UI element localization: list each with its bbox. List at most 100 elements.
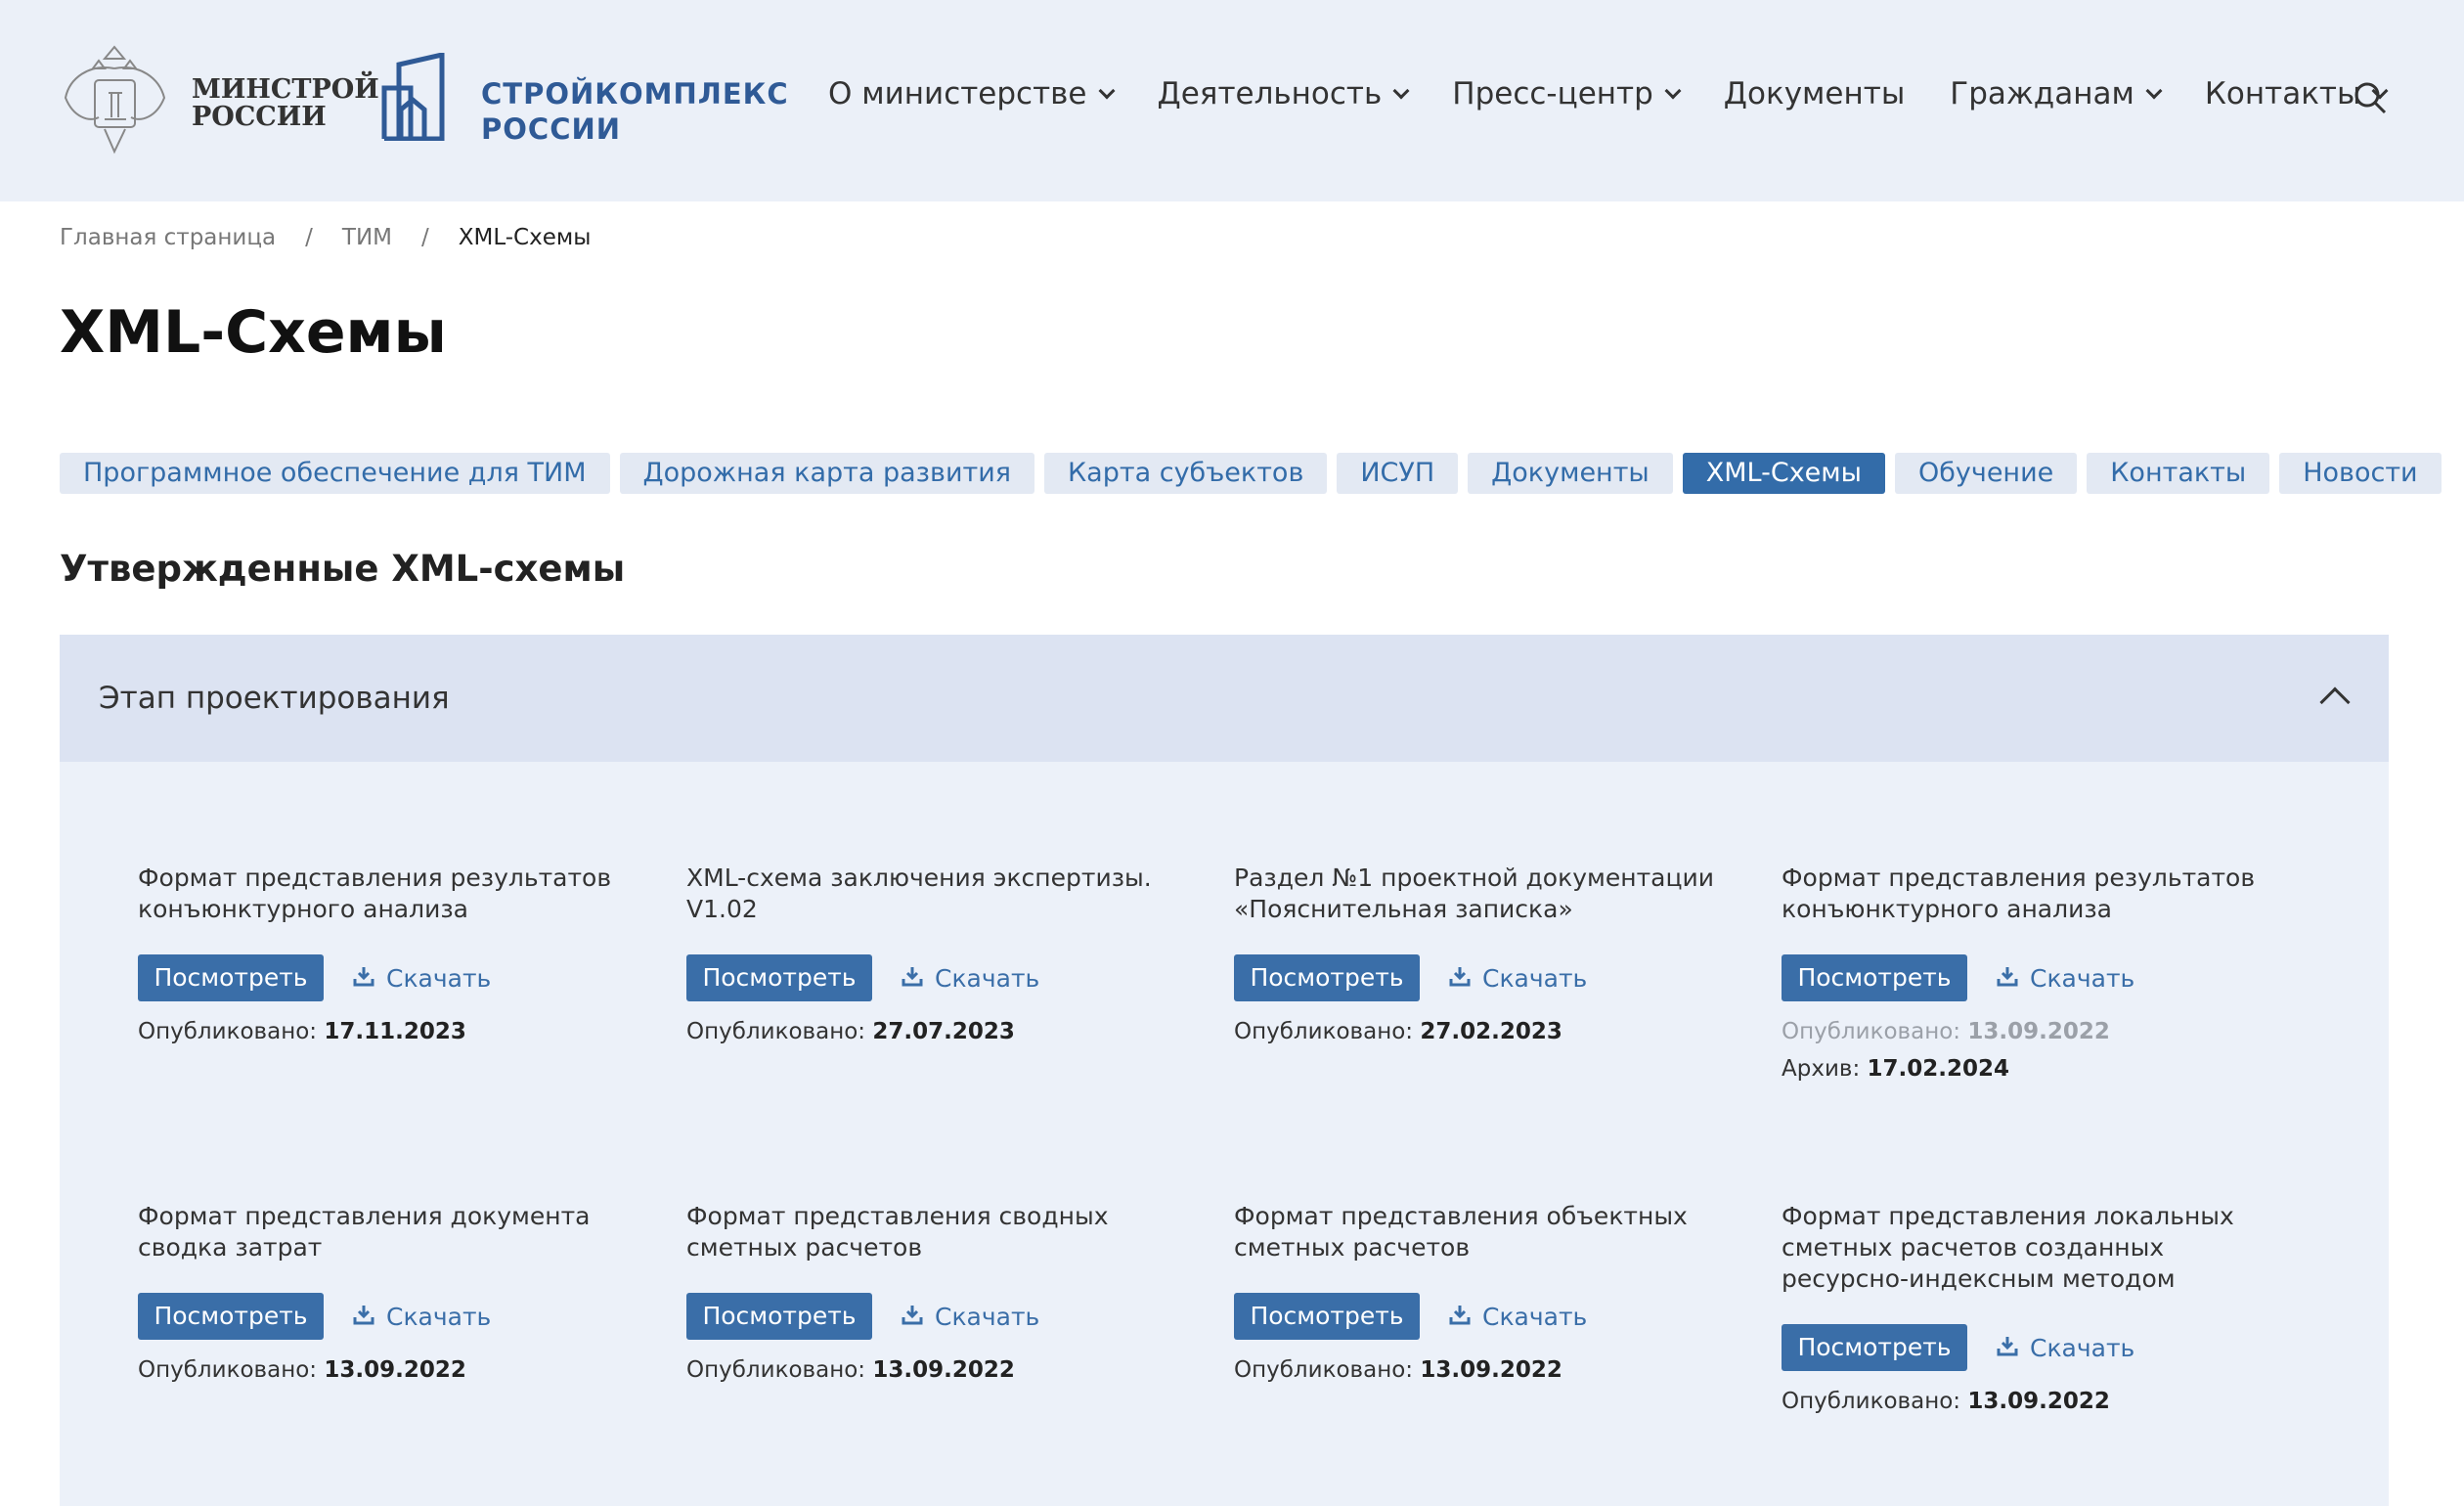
tab-3[interactable]: ИСУП <box>1337 453 1459 494</box>
download-link[interactable]: Скачать <box>902 964 1039 993</box>
download-link[interactable]: Скачать <box>353 964 491 993</box>
tab-4[interactable]: Документы <box>1468 453 1673 494</box>
site-header: МИНСТРОЙ РОССИИ СТРОЙКОМПЛЕКС РОССИИ О мин… <box>0 0 2464 201</box>
chevron-down-icon <box>1098 82 1115 100</box>
download-link[interactable]: Скачать <box>1997 1334 2134 1362</box>
breadcrumb-tim[interactable]: ТИМ <box>341 225 392 250</box>
nav-label: Документы <box>1723 76 1906 111</box>
schema-card: Формат представления сводных сметных рас… <box>686 1201 1175 1385</box>
published-date: Опубликовано: 13.09.2022 <box>1782 1389 2110 1414</box>
download-label: Скачать <box>2030 963 2135 993</box>
view-button[interactable]: Посмотреть <box>1234 954 1420 1001</box>
schema-card: XML-схема заключения экспертизы. V1.02 По… <box>686 863 1175 1046</box>
schema-card: Формат представления локальных сметных р… <box>1782 1201 2270 1416</box>
published-date: Опубликовано: 27.07.2023 <box>686 1019 1015 1044</box>
view-button[interactable]: Посмотреть <box>138 954 324 1001</box>
schema-card: Формат представления результатов конъюнк… <box>1782 863 2270 1084</box>
download-label: Скачать <box>935 1302 1040 1331</box>
schema-card: Формат представления объектных сметных р… <box>1234 1201 1723 1385</box>
download-icon <box>1997 1334 2018 1362</box>
ministry-logo-text: МИНСТРОЙ РОССИИ <box>192 74 379 132</box>
tab-1[interactable]: Дорожная карта развития <box>619 453 1035 494</box>
chevron-up-icon[interactable] <box>2319 687 2351 718</box>
download-icon <box>1449 964 1471 993</box>
schema-card: Формат представления документа сводка за… <box>138 1201 627 1385</box>
view-button[interactable]: Посмотреть <box>1234 1293 1420 1340</box>
download-icon <box>1997 964 2018 993</box>
section-tabs: Программное обеспечение для ТИМ Дорожная … <box>60 453 2442 494</box>
download-label: Скачать <box>1482 1302 1588 1331</box>
breadcrumb-separator: / <box>305 225 313 250</box>
view-button[interactable]: Посмотреть <box>686 954 872 1001</box>
page-title: XML-Схемы <box>60 298 447 367</box>
download-label: Скачать <box>386 963 492 993</box>
nav-label: Деятельность <box>1157 76 1383 111</box>
published-date: Опубликовано: 13.09.2022 <box>1234 1357 1562 1383</box>
nav-contacts[interactable]: Контакты <box>2205 76 2389 111</box>
card-title: Формат представления сводных сметных рас… <box>686 1202 1109 1262</box>
accordion-body: Формат представления результатов конъюнк… <box>60 762 2389 1506</box>
view-button[interactable]: Посмотреть <box>1782 954 1967 1001</box>
nav-label: Пресс-центр <box>1452 76 1653 111</box>
card-title: XML-схема заключения экспертизы. V1.02 <box>686 864 1152 923</box>
download-label: Скачать <box>2030 1333 2135 1362</box>
tab-6[interactable]: Обучение <box>1894 453 2078 494</box>
download-label: Скачать <box>935 963 1040 993</box>
download-icon <box>902 1303 923 1331</box>
section-title: Утвержденные XML-схемы <box>60 548 626 590</box>
tab-8[interactable]: Новости <box>2279 453 2442 494</box>
card-title: Формат представления объектных сметных р… <box>1234 1202 1688 1262</box>
breadcrumb-current: XML-Схемы <box>458 225 592 250</box>
card-title: Формат представления результатов конъюнк… <box>138 864 612 923</box>
published-date: Опубликовано: 13.09.2022 <box>138 1357 466 1383</box>
stroykompleks-logo-icon[interactable] <box>381 53 455 141</box>
download-icon <box>902 964 923 993</box>
chevron-down-icon <box>1664 82 1682 100</box>
published-date: Опубликовано: 13.09.2022 <box>686 1357 1015 1383</box>
main-nav: О министерстве Деятельность Пресс-центр … <box>828 76 2389 111</box>
chevron-down-icon <box>1392 82 1410 100</box>
card-title: Формат представления локальных сметных р… <box>1782 1202 2234 1293</box>
download-label: Скачать <box>1482 963 1588 993</box>
download-link[interactable]: Скачать <box>1449 1303 1587 1331</box>
breadcrumb-home[interactable]: Главная страница <box>60 225 277 250</box>
published-date: Опубликовано: 27.02.2023 <box>1234 1019 1562 1044</box>
download-link[interactable]: Скачать <box>1997 964 2134 993</box>
published-date: Опубликовано: 17.11.2023 <box>138 1019 466 1044</box>
stroykompleks-logo-text: СТРОЙКОМПЛЕКС РОССИИ <box>481 77 789 146</box>
download-link[interactable]: Скачать <box>1449 964 1587 993</box>
download-icon <box>353 964 374 993</box>
card-title: Раздел №1 проектной документации «Поясни… <box>1234 864 1714 923</box>
nav-about[interactable]: О министерстве <box>828 76 1115 111</box>
breadcrumb-separator: / <box>421 225 429 250</box>
coat-of-arms-logo[interactable] <box>60 39 170 155</box>
card-title: Формат представления результатов конъюнк… <box>1782 864 2256 923</box>
accordion-header[interactable]: Этап проектирования <box>60 635 2389 762</box>
download-icon <box>1449 1303 1471 1331</box>
search-icon[interactable] <box>2353 80 2388 115</box>
chevron-down-icon <box>2145 82 2163 100</box>
tab-2[interactable]: Карта субъектов <box>1044 453 1328 494</box>
download-icon <box>353 1303 374 1331</box>
schema-card: Раздел №1 проектной документации «Поясни… <box>1234 863 1723 1046</box>
nav-documents[interactable]: Документы <box>1724 76 1906 111</box>
published-date: Опубликовано: 13.09.2022 <box>1782 1019 2110 1044</box>
nav-label: О министерстве <box>828 76 1087 111</box>
accordion-title: Этап проектирования <box>99 681 450 716</box>
schema-card: Формат представления результатов конъюнк… <box>138 863 627 1046</box>
tab-5[interactable]: XML-Схемы <box>1682 453 1885 494</box>
nav-label: Гражданам <box>1950 76 2134 111</box>
tab-0[interactable]: Программное обеспечение для ТИМ <box>60 453 610 494</box>
download-link[interactable]: Скачать <box>353 1303 491 1331</box>
tab-7[interactable]: Контакты <box>2087 453 2270 494</box>
view-button[interactable]: Посмотреть <box>138 1293 324 1340</box>
card-title: Формат представления документа сводка за… <box>138 1202 591 1262</box>
archive-date: Архив: 17.02.2024 <box>1782 1056 2010 1082</box>
view-button[interactable]: Посмотреть <box>686 1293 872 1340</box>
breadcrumb: Главная страница / ТИМ / XML-Схемы <box>60 225 591 250</box>
nav-activity[interactable]: Деятельность <box>1157 76 1410 111</box>
nav-press[interactable]: Пресс-центр <box>1452 76 1682 111</box>
view-button[interactable]: Посмотреть <box>1782 1324 1967 1371</box>
download-link[interactable]: Скачать <box>902 1303 1039 1331</box>
nav-citizens[interactable]: Гражданам <box>1950 76 2163 111</box>
